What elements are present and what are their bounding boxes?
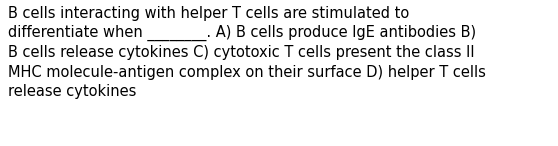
Text: B cells interacting with helper T cells are stimulated to
differentiate when ___: B cells interacting with helper T cells … [8, 6, 486, 99]
